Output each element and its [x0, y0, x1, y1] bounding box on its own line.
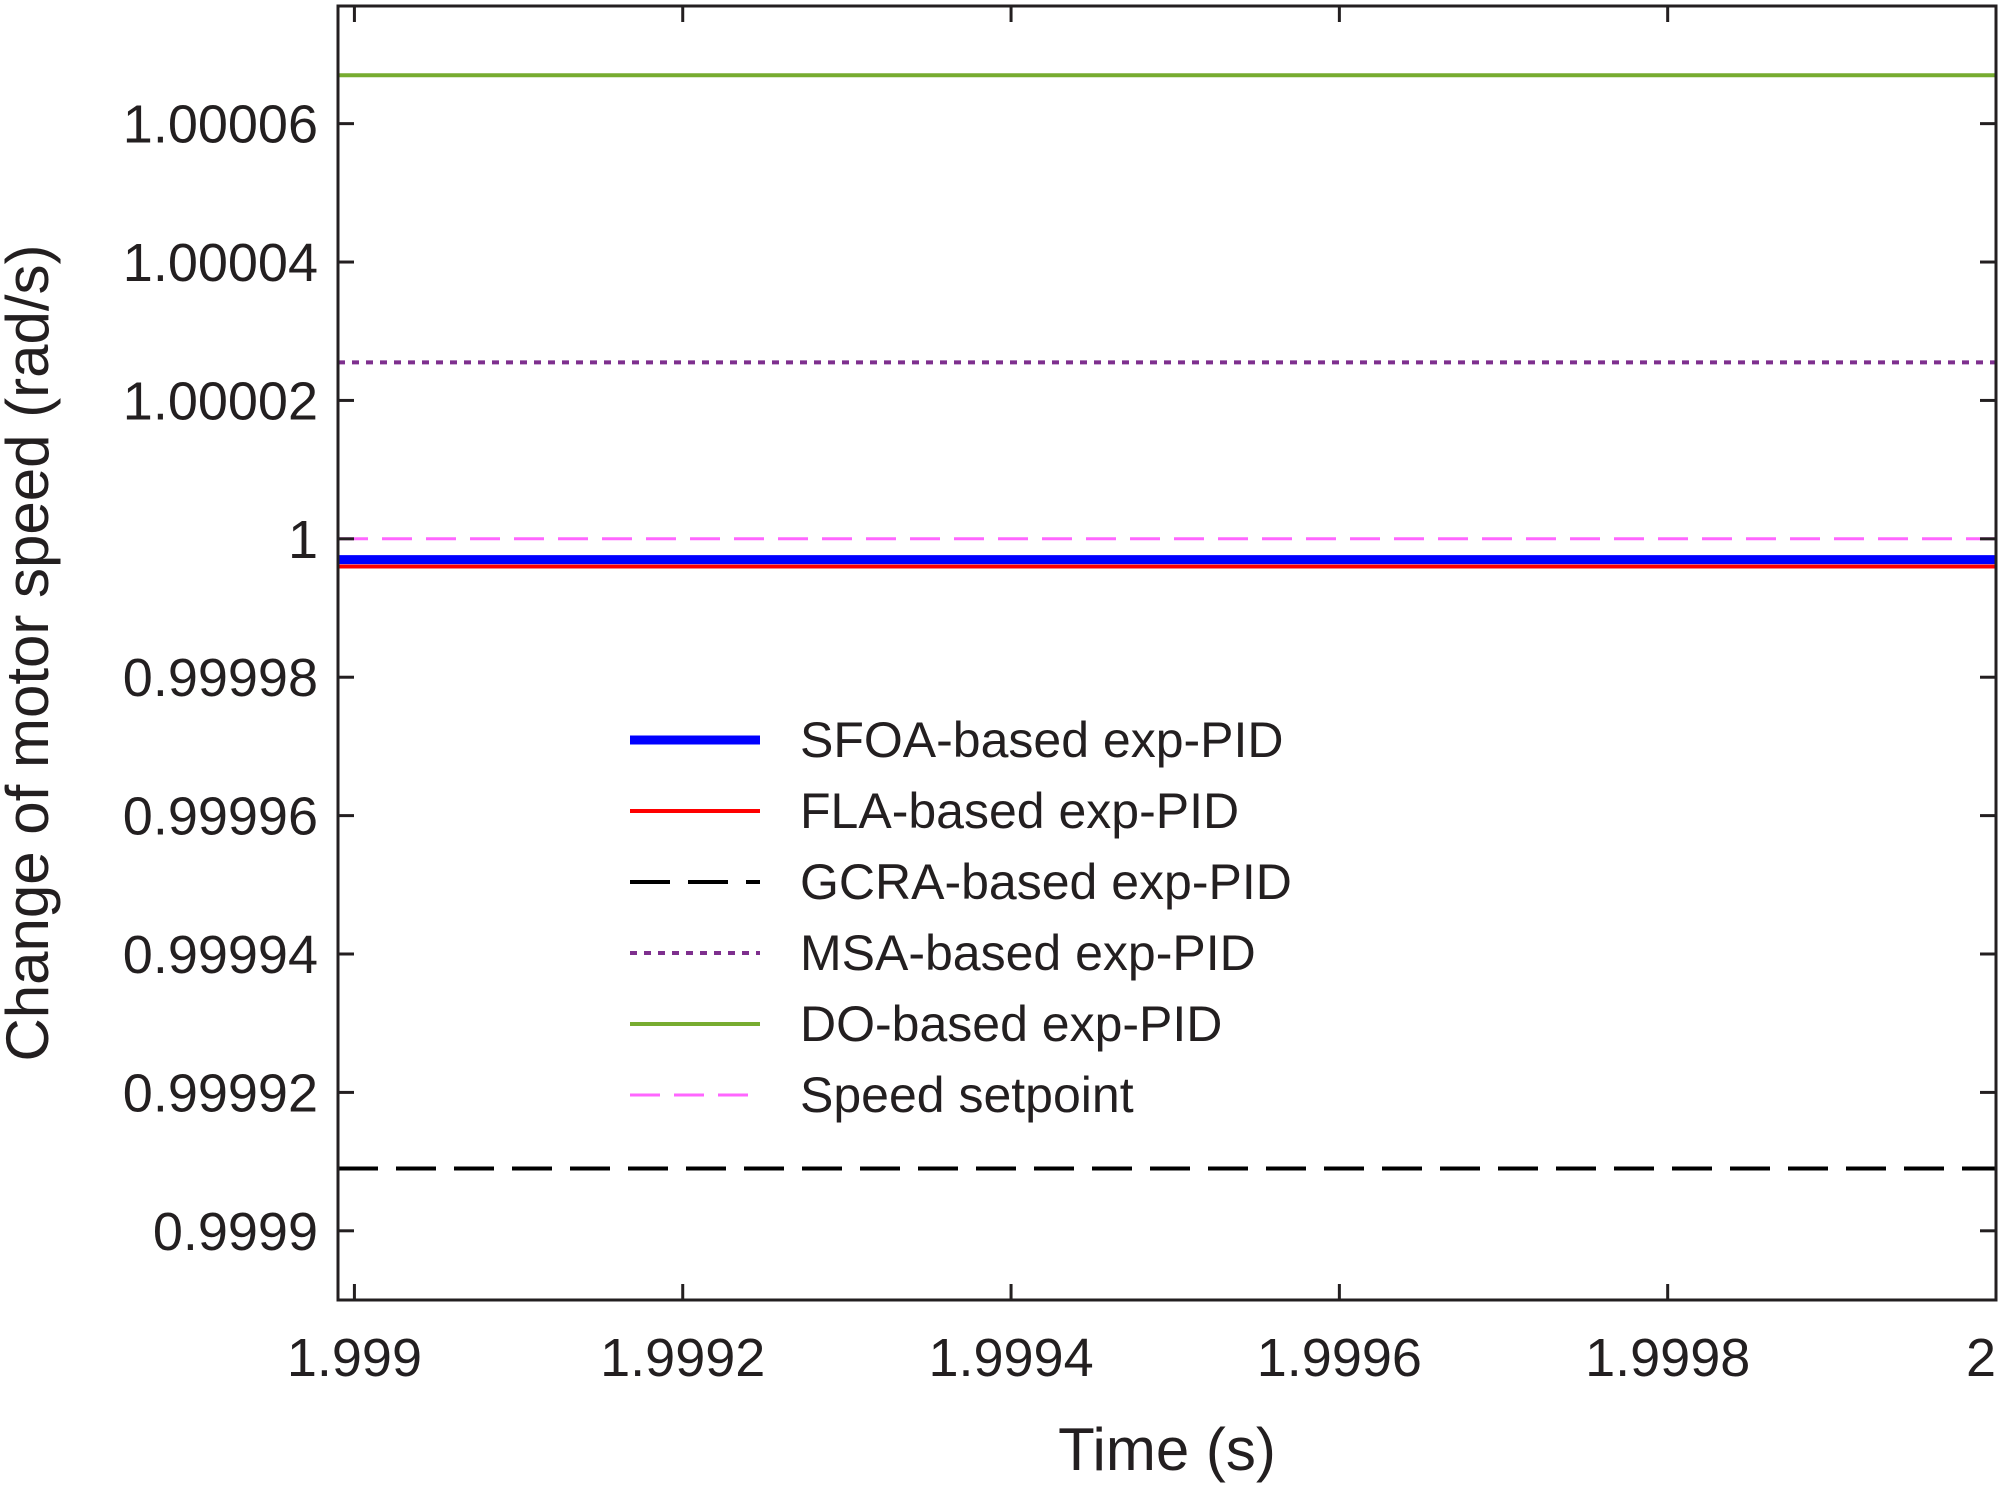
plot-frame	[336, 4, 1998, 1302]
y-tick-label: 0.9999	[153, 1202, 318, 1262]
y-axis-title: Change of motor speed (rad/s)	[0, 244, 61, 1061]
legend-label: Speed setpoint	[800, 1067, 1134, 1123]
y-tick-label: 1	[288, 510, 318, 570]
x-tick-label: 1.9998	[1585, 1328, 1750, 1388]
y-tick-label: 1.00002	[123, 371, 318, 431]
y-tick-label: 0.99996	[123, 787, 318, 847]
x-tick-label: 1.999	[287, 1328, 422, 1388]
x-tick-label: 2	[1966, 1328, 1996, 1388]
legend: SFOA-based exp-PID FLA-based exp-PID GCRA-…	[630, 712, 1292, 1123]
series-layer	[338, 73, 1996, 1171]
y-tick-label: 0.99992	[123, 1063, 318, 1123]
x-axis-title: Time (s)	[1058, 1416, 1276, 1483]
y-tick-label: 1.00006	[123, 95, 318, 155]
legend-label: SFOA-based exp-PID	[800, 712, 1284, 768]
legend-label: GCRA-based exp-PID	[800, 854, 1292, 910]
y-tick-label: 1.00004	[123, 233, 318, 293]
legend-label: FLA-based exp-PID	[800, 783, 1239, 839]
x-tick-label: 1.9992	[600, 1328, 765, 1388]
y-tick-label: 0.99994	[123, 925, 318, 985]
x-tick-label: 1.9994	[928, 1328, 1093, 1388]
legend-label: MSA-based exp-PID	[800, 925, 1256, 981]
y-tick-label: 0.99998	[123, 648, 318, 708]
axis-ticks: 1.999 1.9992 1.9994 1.9996 1.9998 2 0.9999 0.99…	[123, 6, 1998, 1388]
x-tick-label: 1.9996	[1257, 1328, 1422, 1388]
legend-label: DO-based exp-PID	[800, 996, 1222, 1052]
